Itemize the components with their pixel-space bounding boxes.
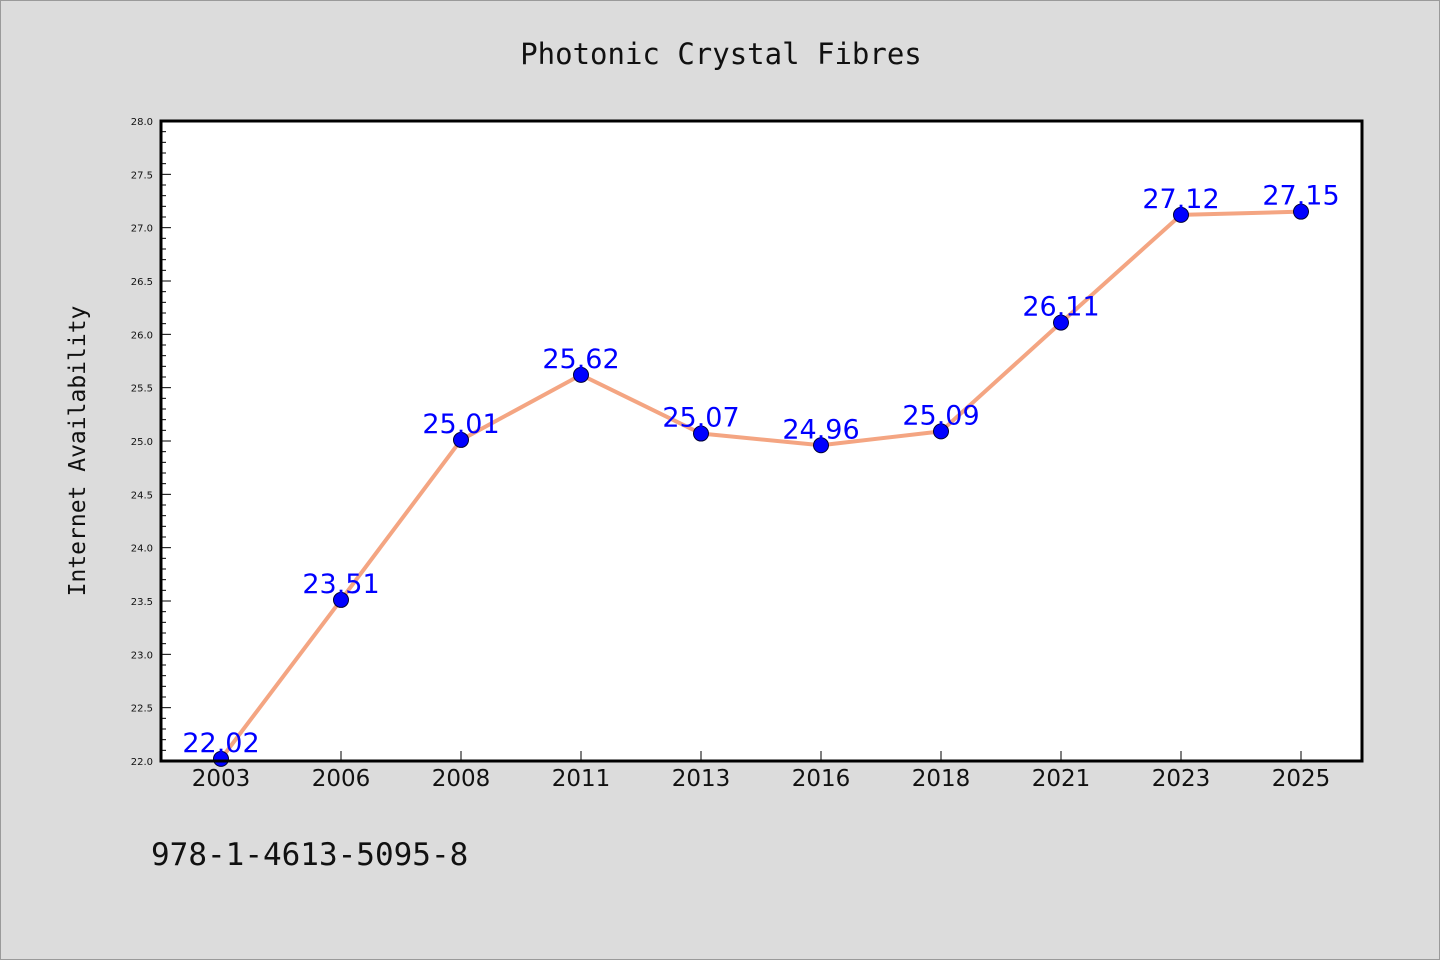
x-tick-label: 2023 [1152, 766, 1211, 792]
y-tick-label: 23.5 [131, 597, 153, 608]
data-label: 25.01 [422, 409, 499, 440]
data-point [1293, 203, 1309, 220]
data-point [213, 750, 229, 767]
x-tick-label: 2021 [1032, 766, 1091, 792]
y-tick-label: 24.0 [131, 544, 153, 555]
y-tick-label: 26.5 [131, 277, 153, 288]
y-tick-label: 23.0 [131, 650, 153, 661]
y-tick-label: 25.0 [131, 437, 153, 448]
y-tick-label: 22.0 [131, 757, 153, 768]
y-tick-label: 28.0 [131, 117, 153, 128]
data-point [813, 437, 829, 454]
data-point [933, 423, 949, 440]
y-tick-label: 27.0 [131, 224, 153, 235]
series-line [219, 209, 1303, 761]
data-point [1173, 206, 1189, 223]
data-label: 24.96 [782, 414, 859, 445]
x-tick-label: 2006 [312, 766, 371, 792]
y-tick-label: 25.5 [131, 384, 153, 395]
data-point [333, 591, 349, 608]
footer-isbn: 978-1-4613-5095-8 [151, 837, 468, 873]
y-tick-label: 26.0 [131, 330, 153, 341]
data-label: 26.11 [1022, 292, 1099, 323]
x-axis: 2003 2006 2008 2011 2013 2016 2018 2021 2023 2025 [192, 751, 1331, 792]
y-tick-label: 24.5 [131, 490, 153, 501]
x-tick-label: 2011 [552, 766, 611, 792]
data-point [1053, 314, 1069, 331]
x-tick-label: 2025 [1272, 766, 1331, 792]
y-axis: 22.0 22.5 23.0 23.5 24.0 24.5 25.0 25.5 26.0 26.5… [131, 117, 171, 768]
x-tick-label: 2016 [792, 766, 851, 792]
y-tick-label: 27.5 [131, 170, 153, 181]
data-point [693, 425, 709, 442]
data-label: 25.62 [542, 344, 619, 375]
x-tick-label: 2018 [912, 766, 971, 792]
y-axis-label: Internet Availability [65, 306, 91, 597]
data-label: 27.15 [1262, 181, 1339, 212]
data-label: 25.09 [902, 400, 979, 431]
data-labels: 22.02 23.51 25.01 25.62 25.07 24.96 25.09 26.11… [182, 181, 1339, 759]
y-tick-label: 22.5 [131, 704, 153, 715]
data-label: 22.02 [182, 728, 259, 759]
data-point [453, 431, 469, 448]
x-tick-label: 2013 [672, 766, 731, 792]
x-tick-label: 2008 [432, 766, 491, 792]
data-label: 23.51 [302, 569, 379, 600]
data-markers [213, 203, 1309, 767]
plot-frame [159, 119, 1364, 763]
chart-title: Photonic Crystal Fibres [520, 37, 922, 71]
data-label: 25.07 [662, 403, 739, 434]
data-point [573, 366, 589, 383]
x-tick-label: 2003 [192, 766, 251, 792]
data-label: 27.12 [1142, 184, 1219, 215]
